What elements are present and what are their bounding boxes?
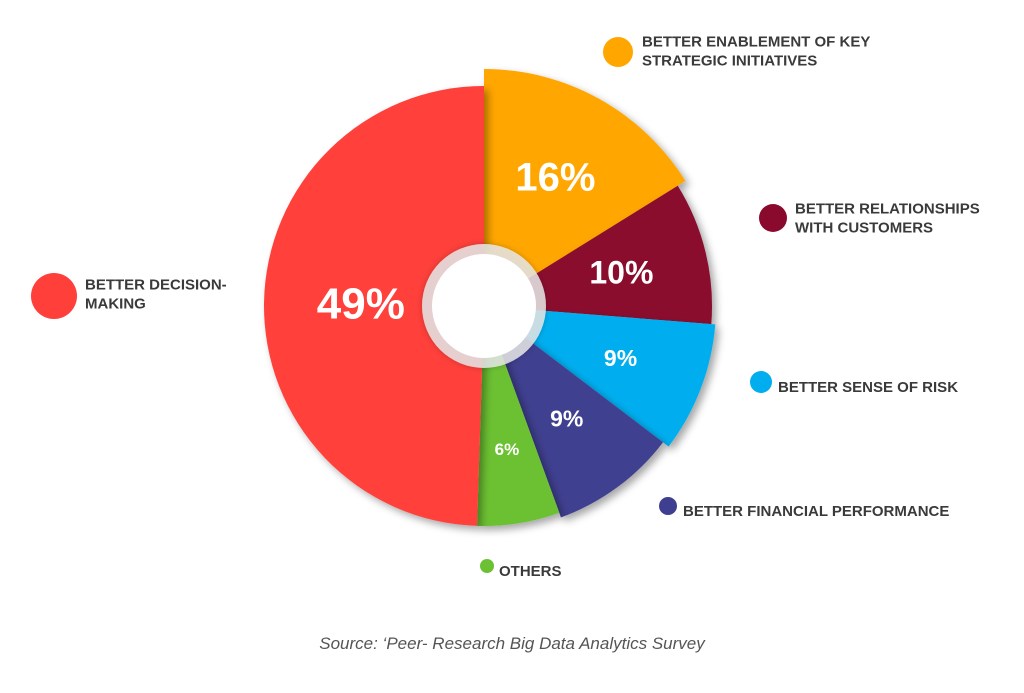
value-label-better-relationships-with-customers: 10% bbox=[589, 255, 653, 291]
pie-slice-better-enablement-of-key-strategic-initiatives bbox=[484, 69, 686, 306]
value-label-better-enablement-of-key-strategic-initiatives: 16% bbox=[515, 156, 595, 200]
value-label-better-financial-performance: 9% bbox=[550, 405, 583, 431]
pie-chart: 16% 10% 9% 9% 6% 49% BETTER ENABLEMENT OF KEY… bbox=[31, 34, 980, 580]
source-note: Source: ‘Peer- Research Big Data Analyti… bbox=[319, 634, 705, 653]
value-labels: 16% 10% 9% 9% 6% 49% bbox=[317, 156, 654, 459]
legend-label-better-decision-making: BETTER DECISION-MAKING bbox=[85, 277, 227, 313]
pie-slice-better-sense-of-risk bbox=[484, 306, 716, 447]
legend-label-others: OTHERS bbox=[499, 563, 562, 580]
value-label-better-sense-of-risk: 9% bbox=[604, 345, 637, 371]
legend-label-better-enablement-of-key-strategic-initiatives: BETTER ENABLEMENT OF KEY STRATEGIC INITIA… bbox=[642, 34, 870, 70]
center-hole bbox=[422, 244, 546, 368]
legend-label-better-sense-of-risk: BETTER SENSE OF RISK bbox=[778, 379, 958, 396]
legend: BETTER ENABLEMENT OF KEY STRATEGIC INITIA… bbox=[31, 34, 980, 580]
pie-slice-better-decision-making bbox=[264, 86, 484, 526]
legend-marker-better-enablement-of-key-strategic-initiatives bbox=[603, 37, 633, 67]
legend-marker-better-relationships-with-customers bbox=[759, 204, 787, 232]
legend-label-better-relationships-with-customers: BETTER RELATIONSHIPS WITH CUSTOMERS bbox=[795, 201, 980, 237]
legend-marker-others bbox=[480, 559, 494, 573]
legend-marker-better-decision-making bbox=[31, 273, 77, 319]
value-label-better-decision-making: 49% bbox=[317, 280, 405, 329]
legend-marker-better-sense-of-risk bbox=[750, 371, 772, 393]
legend-marker-better-financial-performance bbox=[659, 497, 677, 515]
legend-label-better-financial-performance: BETTER FINANCIAL PERFORMANCE bbox=[683, 503, 949, 520]
pie-slice-better-financial-performance bbox=[484, 306, 664, 518]
value-label-others: 6% bbox=[495, 440, 520, 459]
